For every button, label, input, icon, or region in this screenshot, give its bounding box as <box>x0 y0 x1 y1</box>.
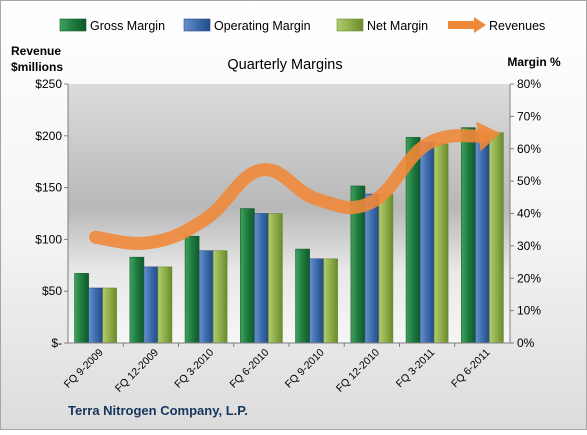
left-axis-tick-label: $100 <box>35 232 62 246</box>
legend-label-revenues: Revenues <box>489 19 545 33</box>
bar-operating-margin-1 <box>88 287 103 344</box>
bar-net-margin-3 <box>212 250 228 344</box>
company-name: Terra Nitrogen Company, L.P. <box>68 403 248 418</box>
legend-swatch-revenues-arrow <box>474 17 486 33</box>
bar-operating-margin-5 <box>309 258 324 344</box>
bar-gross-margin-8 <box>461 127 476 344</box>
legend-label-net-margin: Net Margin <box>367 19 428 33</box>
legend-label-operating-margin: Operating Margin <box>214 19 311 33</box>
legend-swatch-gross-margin <box>59 18 87 32</box>
left-axis-tick-label: $200 <box>35 129 62 143</box>
left-axis-tick-label: $250 <box>35 77 62 91</box>
legend-swatch-operating-margin <box>183 18 211 32</box>
bar-gross-margin-4 <box>240 208 255 344</box>
bar-net-margin-6 <box>378 193 394 344</box>
bar-operating-margin-6 <box>364 193 380 344</box>
right-axis-tick-label: 10% <box>517 304 541 318</box>
bar-operating-margin-8 <box>475 132 490 344</box>
revenues-line <box>89 129 489 250</box>
bar-net-margin-1 <box>102 287 117 344</box>
bar-net-margin-2 <box>157 266 173 344</box>
revenue-line-layer <box>89 121 501 250</box>
right-axis-tick-label: 50% <box>517 174 541 188</box>
bar-gross-margin-5 <box>295 248 310 344</box>
left-axis-tick-label: $150 <box>35 181 62 195</box>
bar-net-margin-8 <box>489 132 504 344</box>
legend-swatch-net-margin <box>336 18 364 32</box>
right-axis-tick-label: 60% <box>517 142 541 156</box>
legend: Gross Margin Operating Margin Net Margin… <box>59 17 545 33</box>
right-axis-tick-label: 0% <box>517 336 535 350</box>
bars-layer <box>74 127 504 344</box>
bar-gross-margin-3 <box>184 235 200 344</box>
bar-net-margin-7 <box>433 143 449 344</box>
bar-operating-margin-7 <box>419 142 435 344</box>
left-axis-label-line2: $millions <box>11 60 63 74</box>
revenues-line-arrowhead <box>476 121 501 152</box>
bar-gross-margin-1 <box>74 273 89 344</box>
left-axis-tick-label: $- <box>51 336 62 350</box>
left-axis-tick-label: $50 <box>42 284 62 298</box>
legend-label-gross-margin: Gross Margin <box>90 19 165 33</box>
bar-gross-margin-2 <box>129 256 145 344</box>
right-axis-tick-label: 20% <box>517 271 541 285</box>
bar-operating-margin-4 <box>254 213 269 344</box>
bar-net-margin-4 <box>268 213 283 344</box>
right-axis-label: Margin % <box>507 55 561 69</box>
right-axis-tick-label: 70% <box>517 109 541 123</box>
chart-title: Quarterly Margins <box>227 57 342 73</box>
left-axis-label-line1: Revenue <box>11 44 61 58</box>
bar-operating-margin-3 <box>198 250 214 344</box>
right-axis-tick-label: 40% <box>517 207 541 221</box>
right-axis-tick-label: 30% <box>517 239 541 253</box>
bar-net-margin-5 <box>323 258 338 344</box>
bar-operating-margin-2 <box>143 266 159 344</box>
right-axis-tick-label: 80% <box>517 77 541 91</box>
